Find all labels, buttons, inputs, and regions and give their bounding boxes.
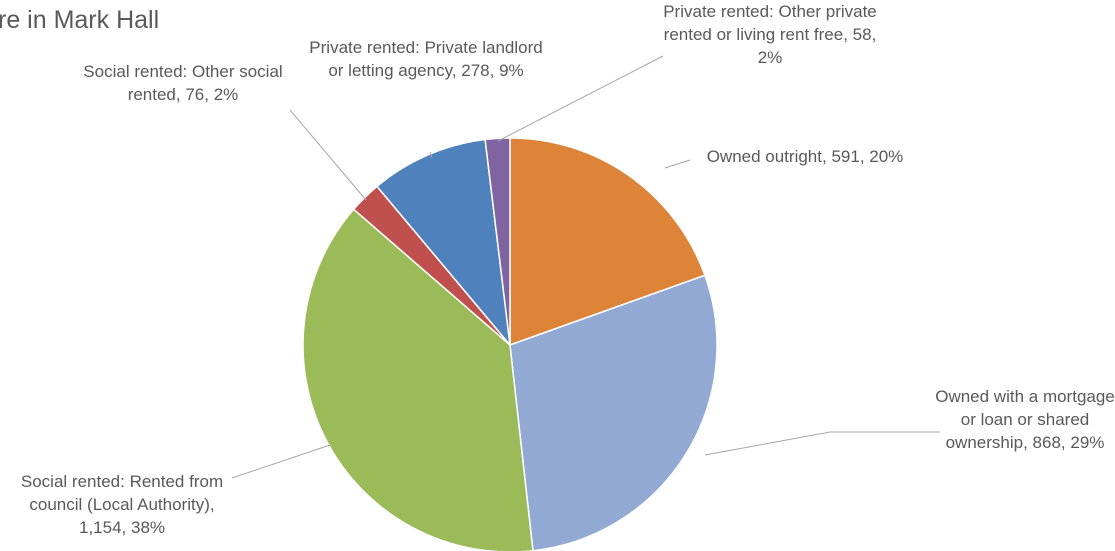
leader-line: [664, 159, 691, 169]
label-category: Private rented: Private landlord or lett…: [309, 38, 543, 80]
label-percent: 2%: [213, 85, 239, 104]
pie-slice: [302, 208, 534, 551]
leader-line: [704, 431, 940, 456]
label-category: Owned with a mortgage or loan or shared …: [935, 387, 1115, 452]
label-value: 1,154: [78, 518, 122, 537]
data-label: Social rented: Other social rented, 76, …: [83, 62, 283, 104]
chart-title: re in Mark Hall: [0, 6, 160, 34]
pie-slice: [509, 274, 718, 551]
label-value: 76: [185, 85, 205, 104]
data-label: Owned with a mortgage or loan or shared …: [935, 387, 1115, 452]
label-value: 591: [831, 147, 860, 166]
label-category: Private rented: Other private rented or …: [663, 2, 877, 44]
data-label: Private rented: Other private rented or …: [663, 2, 877, 67]
leader-line: [289, 109, 367, 201]
data-label: Social rented: Rented from council (Loca…: [20, 472, 224, 537]
leader-line: [497, 55, 664, 142]
pie-slice: [484, 137, 511, 346]
label-value: 278: [461, 61, 490, 80]
label-percent: 29%: [1070, 433, 1105, 452]
leader-line: [231, 444, 331, 479]
label-category: Social rented: Rented from council (Loca…: [20, 472, 224, 514]
label-percent: 38%: [130, 518, 166, 537]
label-percent: 9%: [499, 61, 524, 80]
data-label: Private rented: Private landlord or lett…: [309, 38, 543, 80]
label-value: 58: [852, 25, 872, 44]
label-percent: 20%: [869, 147, 904, 166]
label-percent: 2%: [757, 48, 783, 67]
leader-line: [429, 151, 433, 159]
label-category: Owned outright: [706, 147, 822, 166]
label-category: Social rented: Other social rented: [83, 62, 283, 104]
pie-slice: [375, 138, 512, 348]
data-label: Owned outright, 591, 20%: [706, 147, 904, 166]
pie-slice: [509, 137, 706, 347]
label-value: 868: [1032, 433, 1061, 452]
